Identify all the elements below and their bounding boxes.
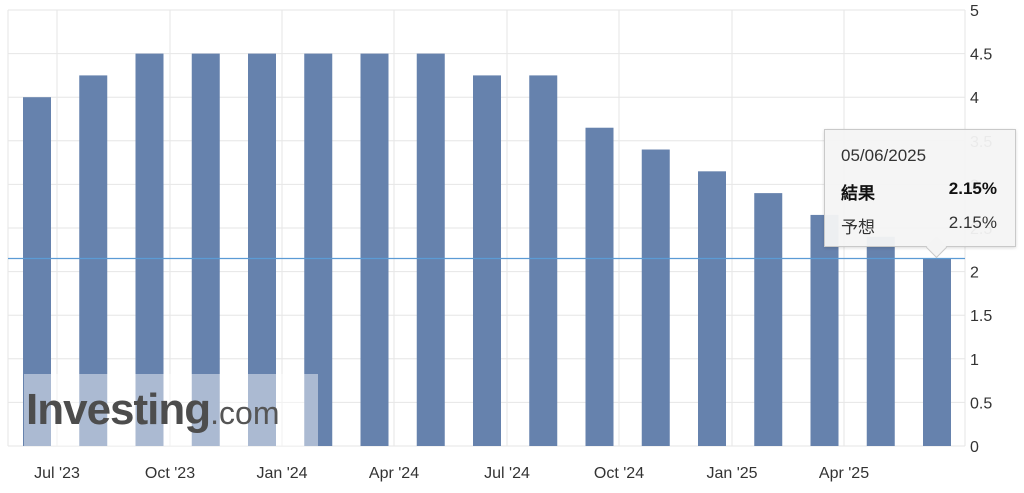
- x-axis-ticks: Jul '23 Oct '23 Jan '24 Apr '24 Jul '24 Oct '…: [34, 465, 869, 482]
- y-tick-label: 4: [970, 90, 979, 107]
- bar-6[interactable]: [304, 53, 333, 446]
- x-tick-label: Jan '24: [256, 465, 307, 482]
- investing-watermark: Investing.com: [24, 374, 318, 446]
- bar-11[interactable]: [585, 127, 614, 446]
- x-tick-label: Oct '24: [594, 465, 644, 482]
- x-tick-label: Apr '25: [819, 465, 869, 482]
- tooltip-result-row: 結果 2.15%: [841, 179, 997, 204]
- y-tick-label: 5: [970, 3, 979, 20]
- tooltip-forecast-row: 予想 2.15%: [841, 213, 997, 238]
- y-tick-label: 1: [970, 352, 979, 369]
- bar-12[interactable]: [641, 149, 670, 446]
- watermark-brand: Investing: [26, 385, 211, 434]
- bar-5[interactable]: [248, 53, 276, 446]
- watermark-background: [24, 374, 318, 446]
- data-tooltip: 05/06/2025 結果 2.15% 予想 2.15%: [824, 129, 1016, 259]
- y-tick-label: 1.5: [970, 308, 992, 325]
- bar-17[interactable]: [923, 258, 951, 446]
- bar-8[interactable]: [416, 53, 445, 446]
- x-tick-label: Jul '24: [484, 465, 530, 482]
- y-tick-label: 2: [970, 265, 979, 282]
- bar-4[interactable]: [191, 53, 220, 446]
- bar-14[interactable]: [754, 193, 783, 446]
- x-tick-label: Apr '24: [369, 465, 419, 482]
- y-tick-label: 0.5: [970, 395, 992, 412]
- bar-3[interactable]: [135, 53, 164, 446]
- bar-2[interactable]: [79, 75, 108, 447]
- bar-9[interactable]: [473, 75, 501, 447]
- bar-15[interactable]: [810, 214, 839, 446]
- tooltip-forecast-label: 予想: [841, 218, 875, 237]
- tooltip-date: 05/06/2025: [841, 146, 927, 165]
- bar-1[interactable]: [23, 97, 51, 446]
- tooltip-result-label: 結果: [841, 184, 875, 203]
- x-tick-label: Oct '23: [145, 465, 195, 482]
- bar-7[interactable]: [360, 53, 389, 446]
- watermark-suffix: .com: [210, 395, 280, 431]
- watermark-logo: Investing.com: [26, 385, 280, 435]
- chart-bars: [23, 53, 951, 447]
- bar-13[interactable]: [698, 171, 726, 446]
- y-tick-label: 0: [970, 439, 979, 456]
- y-tick-label: 4.5: [970, 47, 992, 64]
- x-tick-label: Jul '23: [34, 465, 80, 482]
- x-tick-label: Jan '25: [706, 465, 757, 482]
- tooltip-result-value: 2.15%: [948, 179, 997, 198]
- bar-16[interactable]: [866, 236, 895, 446]
- bar-10[interactable]: [529, 75, 558, 447]
- tooltip-forecast-value: 2.15%: [948, 213, 997, 232]
